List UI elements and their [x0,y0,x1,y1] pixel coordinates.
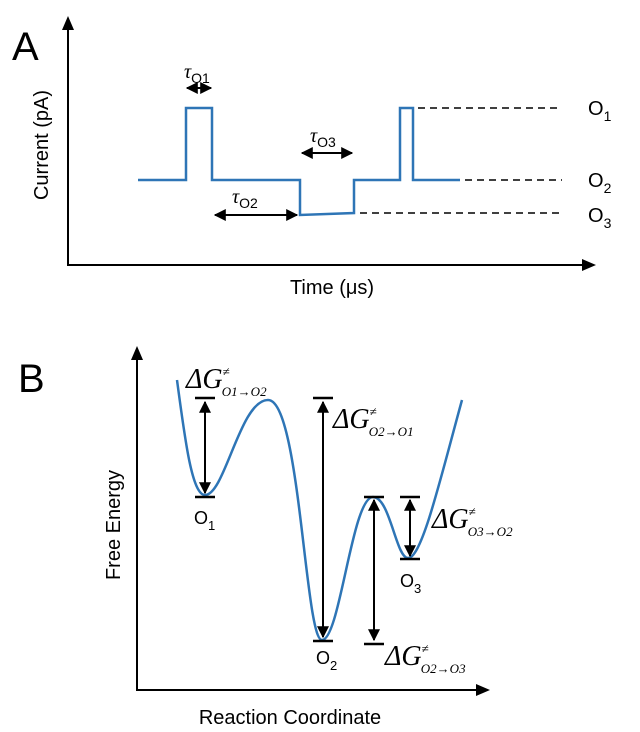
barrier-label: ΔG≠ O3→O2 [431,504,513,539]
x-axis-label: Reaction Coordinate [199,707,381,729]
letter: O [316,648,330,668]
subscript: 1 [604,108,612,124]
letter: O [588,98,604,120]
letter: O [588,170,604,192]
symbol: τ [184,61,192,83]
subscript: 3 [604,215,612,231]
superscript: ≠ [370,404,377,419]
subscript: O1 [191,70,210,86]
subscript: O2→O1 [369,424,414,439]
panel-label: A [12,25,39,69]
state-label: O1 [194,508,215,533]
dwell-label: τO2 [232,186,258,211]
x-axis-label: Time (μs) [290,277,374,299]
symbol: ΔG [185,364,223,395]
symbol: τ [310,125,318,147]
y-axis-label: Free Energy [103,470,125,580]
letter: O [400,571,414,591]
barrier-markers [195,396,420,646]
superscript: ≠ [422,641,429,656]
current-trace [138,106,460,217]
symbol: ΔG [332,404,370,435]
dwell-label: τO1 [184,61,210,86]
letter: O [588,205,604,227]
energy-curve [175,379,464,642]
superscript: ≠ [469,504,476,519]
symbol: τ [232,186,240,208]
symbol: ΔG [384,641,422,672]
symbol: ΔG [431,504,469,535]
dwell-label: τO3 [310,125,336,150]
barrier-label: ΔG≠ O1→O2 [185,364,267,399]
subscript: O2 [239,195,258,211]
state-label: O3 [400,571,421,596]
superscript: ≠ [223,364,230,379]
barrier-label: ΔG≠ O2→O3 [384,641,466,676]
subscript: O3→O2 [468,524,513,539]
subscript: O2→O3 [421,661,466,676]
panel-label: B [18,357,45,401]
axes [67,22,588,266]
subscript: 2 [604,180,612,196]
subscript: 1 [208,518,215,533]
state-label: O2 [588,170,612,196]
axes [136,352,482,691]
barrier-label: ΔG≠ O2→O1 [332,404,414,439]
subscript: O3 [317,134,336,150]
subscript: 3 [414,581,421,596]
letter: O [194,508,208,528]
state-label: O3 [588,205,612,231]
state-label: O1 [588,98,612,124]
state-label: O2 [316,648,337,673]
subscript: O1→O2 [222,384,267,399]
y-axis-label: Current (pA) [31,90,53,200]
subscript: 2 [330,658,337,673]
